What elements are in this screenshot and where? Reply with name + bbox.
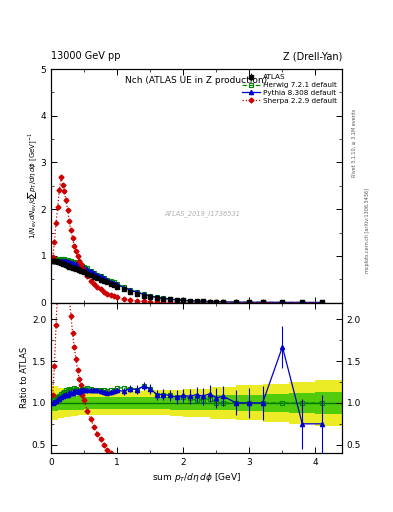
Herwig 7.2.1 default	[50, 257, 55, 263]
Sherpa 2.2.9 default	[59, 175, 63, 181]
Line: Herwig 7.2.1 default: Herwig 7.2.1 default	[51, 257, 324, 305]
Sherpa 2.2.9 default	[102, 289, 107, 295]
X-axis label: sum $p_T/d\eta\,d\phi$ [GeV]: sum $p_T/d\eta\,d\phi$ [GeV]	[152, 471, 241, 484]
Herwig 7.2.1 default	[260, 299, 265, 305]
Text: Rivet 3.1.10, ≥ 3.1M events: Rivet 3.1.10, ≥ 3.1M events	[352, 109, 357, 178]
Legend: ATLAS, Herwig 7.2.1 default, Pythia 8.308 default, Sherpa 2.2.9 default: ATLAS, Herwig 7.2.1 default, Pythia 8.30…	[241, 73, 338, 105]
Pythia 8.308 default	[52, 257, 57, 263]
Sherpa 2.2.9 default	[57, 187, 62, 194]
Herwig 7.2.1 default	[102, 275, 107, 281]
Y-axis label: $1/N_{\mathregular{ev}}\,dN_{\mathregular{ev}}/d\!\sum p_T/d\eta\,d\phi\;[\mathr: $1/N_{\mathregular{ev}}\,dN_{\mathregula…	[26, 132, 39, 240]
Sherpa 2.2.9 default	[320, 300, 325, 306]
Line: Pythia 8.308 default: Pythia 8.308 default	[51, 258, 324, 305]
Herwig 7.2.1 default	[59, 256, 63, 262]
Sherpa 2.2.9 default	[148, 298, 152, 305]
Pythia 8.308 default	[135, 289, 140, 295]
Pythia 8.308 default	[148, 293, 152, 299]
Pythia 8.308 default	[82, 265, 86, 271]
Sherpa 2.2.9 default	[82, 268, 86, 274]
Pythia 8.308 default	[320, 300, 325, 306]
Pythia 8.308 default	[50, 259, 55, 265]
Text: Nch (ATLAS UE in Z production): Nch (ATLAS UE in Z production)	[125, 76, 268, 85]
Text: ATLAS_2019_I1736531: ATLAS_2019_I1736531	[164, 210, 240, 217]
Herwig 7.2.1 default	[135, 289, 140, 295]
Y-axis label: Ratio to ATLAS: Ratio to ATLAS	[20, 347, 29, 409]
Text: Z (Drell-Yan): Z (Drell-Yan)	[283, 51, 342, 61]
Herwig 7.2.1 default	[52, 256, 57, 262]
Sherpa 2.2.9 default	[50, 254, 55, 260]
Text: 13000 GeV pp: 13000 GeV pp	[51, 51, 121, 61]
Text: mcplots.cern.ch [arXiv:1306.3436]: mcplots.cern.ch [arXiv:1306.3436]	[365, 188, 370, 273]
Sherpa 2.2.9 default	[260, 300, 265, 306]
Herwig 7.2.1 default	[148, 293, 152, 299]
Sherpa 2.2.9 default	[135, 298, 140, 304]
Herwig 7.2.1 default	[320, 300, 325, 306]
Pythia 8.308 default	[260, 299, 265, 305]
Pythia 8.308 default	[59, 258, 63, 264]
Herwig 7.2.1 default	[82, 264, 86, 270]
Pythia 8.308 default	[102, 275, 107, 281]
Line: Sherpa 2.2.9 default: Sherpa 2.2.9 default	[51, 176, 324, 304]
